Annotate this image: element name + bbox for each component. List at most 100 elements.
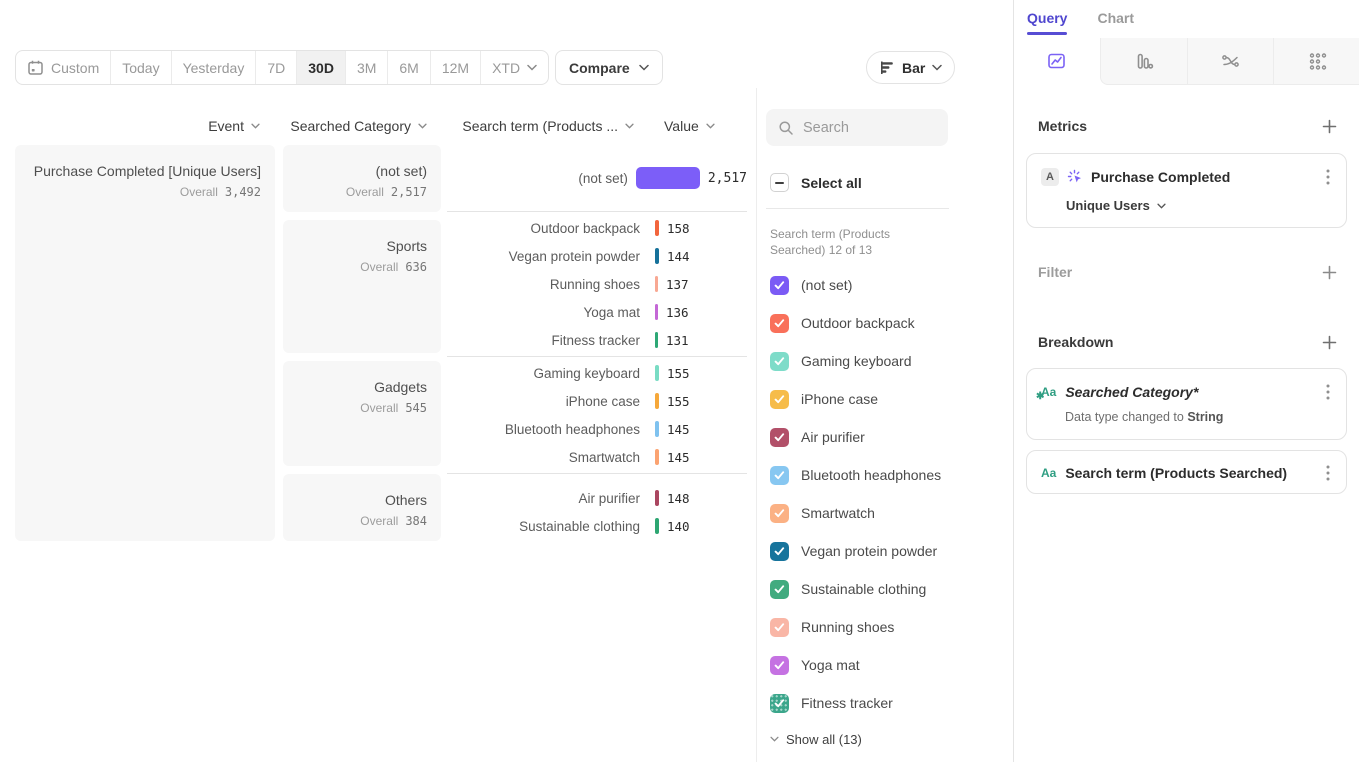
column-header-searched-category[interactable]: Searched Category <box>283 116 427 136</box>
date-button-xtd[interactable]: XTD <box>481 51 548 84</box>
select-all-row[interactable]: Select all <box>770 173 1013 192</box>
chevron-down-icon <box>1157 203 1166 209</box>
value-bar <box>655 332 658 348</box>
value-bar <box>655 365 659 381</box>
chevron-down-icon <box>625 123 634 129</box>
checkbox-checked <box>770 275 789 295</box>
checkbox-checked <box>770 617 789 637</box>
table-row[interactable]: Sustainable clothing 140 <box>519 518 690 534</box>
metric-letter-badge: A <box>1041 168 1059 186</box>
metrics-heading: Metrics <box>1038 118 1088 134</box>
add-breakdown-button[interactable] <box>1322 335 1337 350</box>
tab-insights[interactable] <box>1014 38 1100 85</box>
divider <box>766 208 949 209</box>
date-range-group: Custom Today Yesterday 7D 30D 3M 6M 12M … <box>15 50 550 85</box>
kebab-menu-icon[interactable] <box>1324 167 1332 187</box>
table-row[interactable]: Gaming keyboard 155 <box>533 365 690 381</box>
breakdown-property-name[interactable]: Search term (Products Searched) <box>1065 465 1288 481</box>
breakdown-card-searched-category: Aa ✱ Searched Category* Data type changed… <box>1026 368 1347 440</box>
segment-checkbox-row[interactable]: Yoga mat <box>757 646 1013 684</box>
checkbox-checked <box>770 427 789 447</box>
date-button-30d[interactable]: 30D <box>297 51 346 84</box>
metric-event-name[interactable]: Purchase Completed <box>1091 169 1231 185</box>
segment-checkbox-row[interactable]: (not set) <box>757 266 1013 304</box>
segment-checkbox-row[interactable]: Vegan protein powder <box>757 532 1013 570</box>
table-row[interactable]: Running shoes 137 <box>549 276 689 292</box>
segment-checkbox-row[interactable]: Air purifier <box>757 418 1013 456</box>
event-cell[interactable]: Purchase Completed [Unique Users] Overal… <box>15 145 275 541</box>
flows-icon <box>1220 51 1241 71</box>
column-header-value[interactable]: Value <box>664 116 715 136</box>
tab-retention[interactable] <box>1273 38 1359 85</box>
date-button-12m[interactable]: 12M <box>431 51 482 84</box>
segment-checkbox-row[interactable]: Running shoes <box>757 608 1013 646</box>
chevron-down-icon <box>770 736 779 742</box>
date-button-yesterday[interactable]: Yesterday <box>172 51 257 84</box>
filter-caption: Search term (Products Searched) 12 of 13 <box>770 227 891 257</box>
overall-label: Overall <box>179 185 218 199</box>
dots-grid-icon <box>1307 51 1328 71</box>
show-all-toggle[interactable]: Show all (13) <box>770 730 1013 748</box>
tab-query[interactable]: Query <box>1027 10 1067 35</box>
measure-dropdown[interactable]: Unique Users <box>1066 198 1332 213</box>
category-cell-gadgets[interactable]: Gadgets Overall 545 <box>283 361 441 466</box>
compare-button[interactable]: Compare <box>555 50 663 85</box>
chart-type-button[interactable]: Bar <box>866 51 956 84</box>
tab-funnels[interactable] <box>1099 38 1187 85</box>
date-button-3m[interactable]: 3M <box>346 51 389 84</box>
value-bar <box>655 421 659 437</box>
category-cell-sports[interactable]: Sports Overall 636 <box>283 220 441 353</box>
kebab-menu-icon[interactable] <box>1324 382 1332 402</box>
segment-checkbox-row[interactable]: Fitness tracker <box>757 684 1013 722</box>
segment-checkbox-row[interactable]: Sustainable clothing <box>757 570 1013 608</box>
segment-checkbox-row[interactable]: Bluetooth headphones <box>757 456 1013 494</box>
value-bar <box>655 449 659 465</box>
checkbox-checked <box>770 313 789 333</box>
event-sparkle-icon <box>1067 169 1083 185</box>
date-button-6m[interactable]: 6M <box>388 51 431 84</box>
tab-flows[interactable] <box>1186 38 1274 85</box>
checkbox-checked <box>770 655 789 675</box>
funnel-bars-icon <box>1133 51 1154 71</box>
horizontal-bar-chart-icon <box>879 60 895 75</box>
breakdown-heading: Breakdown <box>1038 334 1114 350</box>
segment-checkbox-row[interactable]: Smartwatch <box>757 494 1013 532</box>
table-row[interactable]: Outdoor backpack 158 <box>530 220 690 236</box>
segment-checkbox-row[interactable]: Gaming keyboard <box>757 342 1013 380</box>
select-all-checkbox <box>770 173 789 192</box>
checkbox-checked <box>770 465 789 485</box>
modified-asterisk-icon: ✱ <box>1036 391 1045 402</box>
segment-checkbox-row[interactable]: Outdoor backpack <box>757 304 1013 342</box>
chevron-down-icon <box>251 123 260 129</box>
table-row[interactable]: iPhone case 155 <box>565 393 690 409</box>
chevron-down-icon <box>527 64 537 71</box>
tab-chart[interactable]: Chart <box>1097 10 1135 26</box>
search-input[interactable] <box>803 119 923 136</box>
table-row[interactable]: Air purifier 148 <box>578 490 690 506</box>
table-row[interactable]: (not set) 2,517 <box>447 145 747 212</box>
overall-value: 3,492 <box>224 185 261 199</box>
segment-checkbox-row[interactable]: iPhone case <box>757 380 1013 418</box>
string-data-type-icon: Aa ✱ <box>1036 385 1057 402</box>
breakdown-property-name[interactable]: Searched Category* <box>1065 384 1199 400</box>
chevron-down-icon <box>706 123 715 129</box>
date-button-7d[interactable]: 7D <box>256 51 298 84</box>
table-row[interactable]: Bluetooth headphones 145 <box>504 421 690 437</box>
column-header-search-term[interactable]: Search term (Products ... <box>447 116 634 136</box>
column-header-event[interactable]: Event <box>15 116 260 136</box>
table-row[interactable]: Smartwatch 145 <box>568 449 690 465</box>
date-button-today[interactable]: Today <box>111 51 172 84</box>
add-metric-button[interactable] <box>1322 119 1337 134</box>
kebab-menu-icon[interactable] <box>1324 463 1332 483</box>
category-cell-not-set[interactable]: (not set) Overall 2,517 <box>283 145 441 212</box>
date-button-custom[interactable]: Custom <box>16 51 112 84</box>
table-row[interactable]: Vegan protein powder 144 <box>508 248 690 264</box>
table-row[interactable]: Yoga mat 136 <box>583 304 689 320</box>
value-bar <box>655 248 659 264</box>
category-cell-others[interactable]: Others Overall 384 <box>283 474 441 541</box>
add-filter-button[interactable] <box>1322 265 1337 280</box>
filter-heading: Filter <box>1038 264 1073 280</box>
table-row[interactable]: Fitness tracker 131 <box>551 332 689 348</box>
indeterminate-dash-icon <box>775 181 784 184</box>
search-input-wrap[interactable] <box>766 109 948 146</box>
